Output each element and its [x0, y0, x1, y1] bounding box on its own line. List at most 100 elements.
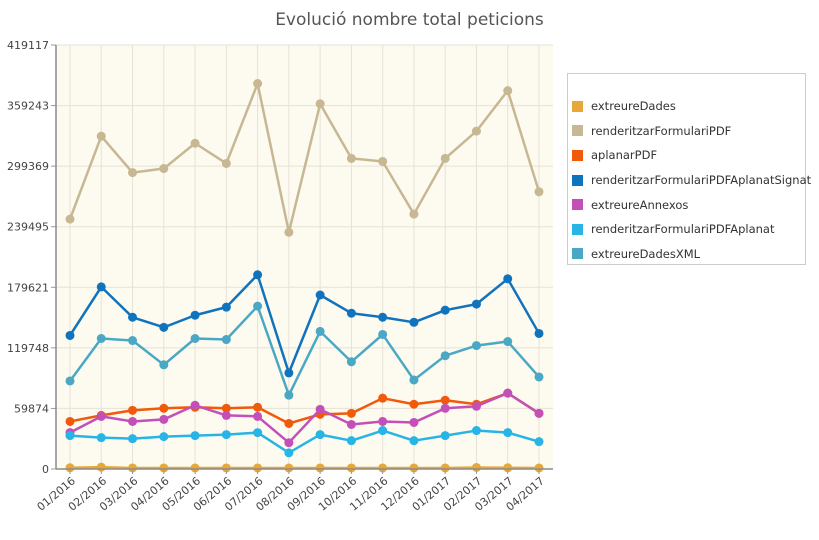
data-point — [315, 404, 325, 414]
data-point — [503, 428, 513, 438]
series-layer — [65, 79, 544, 473]
legend-item[interactable]: renderitzarFormulariPDF — [572, 119, 805, 144]
data-point — [534, 408, 544, 418]
data-point — [190, 431, 200, 441]
data-point — [440, 153, 450, 163]
data-point — [65, 463, 75, 473]
series-extreure-dades — [65, 462, 544, 473]
data-point — [534, 372, 544, 382]
data-point — [128, 168, 138, 178]
data-point — [96, 411, 106, 421]
data-point — [159, 322, 169, 332]
series-renderitzar-formulari-pdfaplanat-signat — [65, 270, 544, 378]
series-line — [68, 82, 541, 234]
data-point — [284, 463, 294, 473]
data-point — [315, 99, 325, 109]
data-point — [440, 395, 450, 405]
data-point — [346, 357, 356, 367]
data-point — [65, 376, 75, 386]
chart-title: Evolució nombre total peticions — [275, 10, 544, 30]
data-point — [440, 403, 450, 413]
data-point — [284, 448, 294, 458]
data-point — [471, 426, 481, 436]
legend-item[interactable]: renderitzarFormulariPDFAplanatSignat — [572, 168, 811, 193]
data-point — [128, 312, 138, 322]
data-point — [378, 156, 388, 166]
data-point — [378, 312, 388, 322]
data-point — [96, 333, 106, 343]
legend-item[interactable]: extreureAnnexos — [572, 192, 805, 217]
legend-item[interactable]: extreureDadesXML — [572, 242, 805, 267]
series-line — [69, 429, 540, 455]
legend-label: renderitzarFormulariPDF — [591, 123, 732, 138]
data-point — [503, 337, 513, 347]
data-point — [346, 308, 356, 318]
series-extreure-annexos — [65, 388, 544, 448]
series-line — [68, 273, 541, 375]
data-point — [128, 416, 138, 426]
legend-swatch — [572, 199, 583, 211]
data-point — [440, 463, 450, 473]
data-point — [284, 368, 294, 378]
data-point — [159, 164, 169, 174]
data-point — [440, 431, 450, 441]
y-tick-label: 239495 — [7, 221, 49, 234]
data-point — [159, 360, 169, 370]
series-line — [69, 465, 540, 470]
data-point — [534, 463, 544, 473]
legend-item[interactable]: aplanarPDF — [572, 143, 805, 168]
y-tick-label: 0 — [42, 463, 49, 476]
data-point — [440, 351, 450, 361]
data-point — [534, 187, 544, 197]
data-point — [346, 419, 356, 429]
legend-swatch — [572, 125, 583, 137]
data-point — [346, 153, 356, 163]
series-renderitzar-formulari-pdfaplanat — [65, 426, 544, 458]
data-point — [128, 463, 138, 473]
data-point — [284, 390, 294, 400]
data-point — [253, 428, 263, 438]
data-point — [284, 418, 294, 428]
data-point — [221, 158, 231, 168]
legend-swatch — [572, 248, 583, 260]
data-point — [409, 375, 419, 385]
data-point — [253, 411, 263, 421]
y-tick-label: 179621 — [7, 281, 49, 294]
data-point — [503, 463, 513, 473]
data-point — [65, 214, 75, 224]
data-point — [65, 416, 75, 426]
data-point — [471, 341, 481, 351]
data-point — [378, 463, 388, 473]
legend-item[interactable]: extreureDades — [572, 94, 805, 119]
data-point — [221, 403, 231, 413]
data-point — [190, 400, 200, 410]
data-point — [503, 274, 513, 284]
data-point — [409, 399, 419, 409]
data-point — [409, 417, 419, 427]
plot-background — [56, 45, 553, 469]
data-point — [409, 463, 419, 473]
legend-label: aplanarPDF — [591, 148, 658, 163]
legend-label: renderitzarFormulariPDFAplanatSignat — [591, 173, 812, 188]
data-point — [253, 301, 263, 311]
data-point — [315, 326, 325, 336]
data-point — [221, 430, 231, 440]
data-point — [190, 138, 200, 148]
data-point — [159, 414, 169, 424]
series-extreure-dades-xml — [65, 301, 544, 400]
series-line — [69, 391, 540, 425]
series-renderitzar-formulari-pdf — [65, 79, 544, 237]
legend-label: extreureDades — [591, 99, 676, 114]
data-point — [409, 209, 419, 219]
data-point — [65, 330, 75, 340]
legend-label: extreureAnnexos — [591, 197, 689, 212]
legend-label: extreureDadesXML — [591, 246, 701, 261]
data-point — [159, 403, 169, 413]
data-point — [471, 401, 481, 411]
data-point — [253, 79, 263, 89]
data-point — [378, 426, 388, 436]
data-point — [471, 126, 481, 136]
data-point — [221, 463, 231, 473]
legend-item[interactable]: renderitzarFormulariPDFAplanat — [572, 217, 805, 242]
